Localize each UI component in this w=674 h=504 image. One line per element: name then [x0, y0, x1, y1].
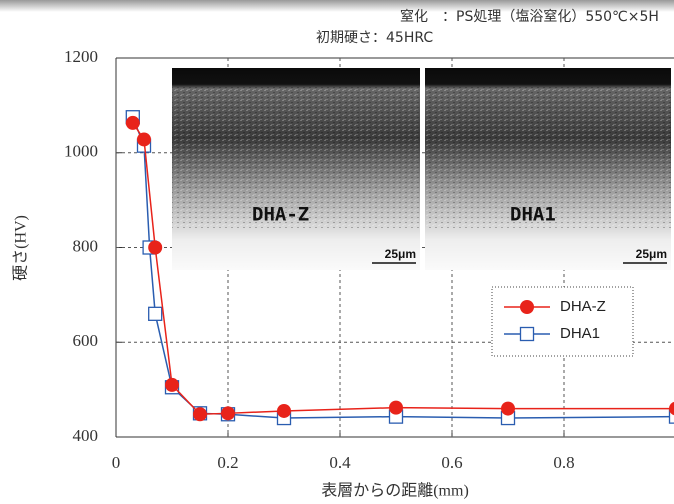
data-point — [501, 402, 515, 416]
data-point — [165, 378, 179, 392]
x-tick-label: 0 — [112, 453, 121, 472]
x-axis-label: 表層からの距離(mm) — [321, 482, 469, 500]
legend-label: DHA1 — [560, 325, 600, 342]
y-tick-label: 800 — [73, 236, 99, 255]
chart: 窒化 ：PS処理（塩浴窒化）550℃×5H 初期硬さ：45HRC 硬さ(HV) … — [0, 0, 674, 504]
x-tick-label: 0.6 — [441, 453, 462, 472]
data-point — [277, 404, 291, 418]
x-tick-label: 0.2 — [217, 453, 238, 472]
data-point — [126, 116, 140, 130]
x-tick-label: 0.4 — [329, 453, 351, 472]
y-axis-label: 硬さ(HV) — [12, 215, 30, 281]
data-point — [137, 132, 151, 146]
annotation: 窒化 ：PS処理（塩浴窒化）550℃×5H — [400, 8, 659, 25]
legend-marker — [521, 328, 534, 341]
legend-marker — [520, 300, 534, 314]
inset-label: DHA1 — [510, 204, 556, 226]
legend-label: DHA-Z — [560, 298, 606, 315]
inset-label: DHA-Z — [252, 204, 309, 226]
y-tick-label: 1200 — [64, 47, 98, 66]
scale-label: 25μm — [385, 247, 416, 261]
scale-label: 25μm — [636, 247, 667, 261]
data-point — [149, 307, 162, 320]
y-tick-label: 600 — [73, 331, 99, 350]
data-point — [148, 241, 162, 255]
y-tick-label: 400 — [73, 426, 99, 445]
annotation: 初期硬さ：45HRC — [316, 29, 433, 46]
data-point — [193, 407, 207, 421]
x-tick-label: 0.8 — [553, 453, 574, 472]
data-point — [389, 401, 403, 415]
data-point — [221, 406, 235, 420]
y-tick-label: 1000 — [64, 142, 98, 161]
